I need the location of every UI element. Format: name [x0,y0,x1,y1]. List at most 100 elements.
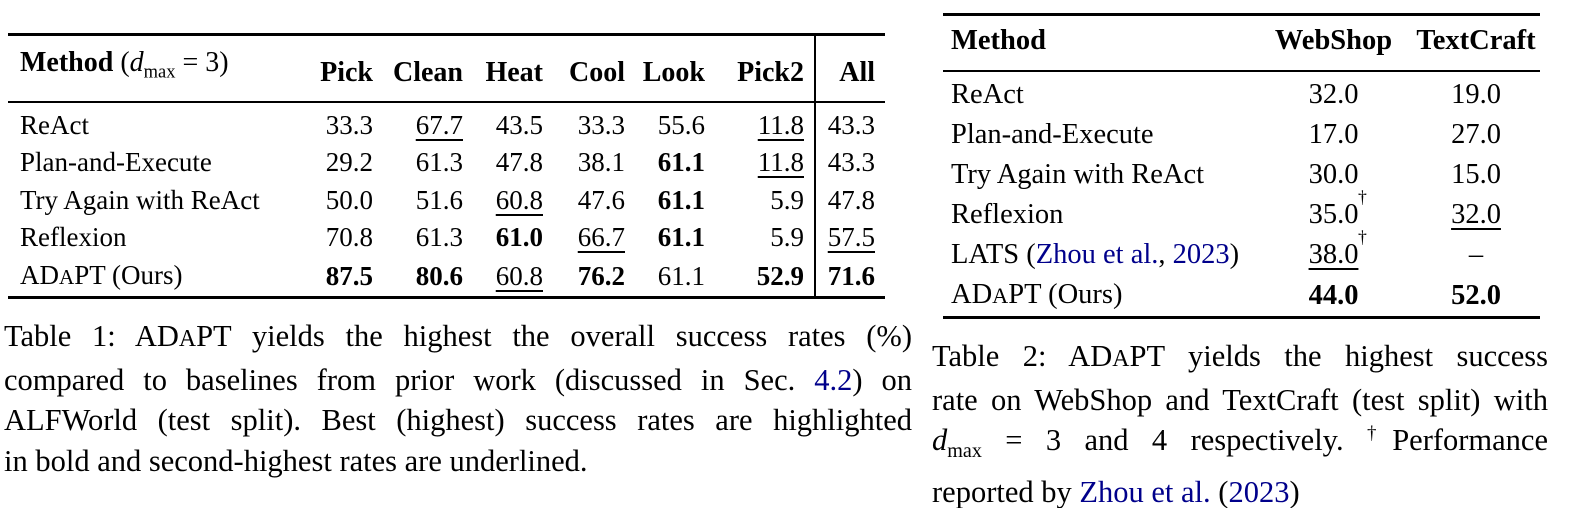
metric-cell: 5.9 [715,219,815,257]
table1-method-header: Method (dmax = 3) [8,34,300,103]
metric-cell: 60.8 [473,257,553,298]
text-run: LATS ( [951,239,1036,270]
metric-value: 87.5 [325,260,373,291]
table2-column-header: TextCraft [1412,14,1540,72]
caption-line: in bold and second-highest rates are und… [4,441,912,482]
text-run: Plan-and-Execute [951,119,1154,150]
table1-column-header: Pick2 [715,34,815,103]
metric-cell: 57.5 [814,219,885,257]
metric-cell: 19.0 [1412,71,1540,115]
metric-cell: 30.0 [1255,155,1412,195]
text-run: ( [1210,474,1229,508]
adapt-wordmark: ADAPT [20,259,106,290]
metric-value: 47.8 [495,147,543,178]
metric-value: 11.8 [757,147,804,178]
metric-cell: 43.3 [814,101,885,145]
text-run: ) [1229,239,1240,270]
table1-row: Try Again with ReAct 50.0 51.6 60.8 47.6 61.1… [8,181,885,220]
metric-cell: 32.0 [1255,71,1412,115]
metric-value: 52.9 [756,260,804,291]
metric-cell: 71.6 [814,256,885,298]
table1-row: ReAct 33.3 67.7 43.5 33.3 55.6 11.8 43.3 [8,101,885,145]
metric-cell: 44.0 [1255,275,1412,318]
metric-value: 17.0 [1308,119,1359,150]
citation-link[interactable]: 2023 [1228,474,1290,508]
metric-value: 44.0 [1308,279,1359,311]
table1-row: Plan-and-Execute 29.2 61.3 47.8 38.1 61.1 11.8… [8,144,885,182]
table2-row: Try Again with ReAct 30.0 15.0 [943,155,1540,195]
adapt-wordmark: ADAPT [951,279,1041,310]
table2-webshop-textcraft-results: Method WebShop TextCraft ReAct 32.0 19.0 Pla… [943,13,1540,319]
method-cell: LATS (Zhou et al., 2023) [943,235,1255,275]
table2-row: LATS (Zhou et al., 2023) 38.0 † – [943,226,1540,275]
dagger-footnote-mark: † [1357,226,1367,247]
metric-value: 61.0 [495,222,543,253]
table1-column-header: Look [635,34,715,103]
caption-line: Table 2: ADAPT yields the highest succes… [932,336,1548,380]
citation-link[interactable]: 4.2 [814,362,853,397]
table1-column-header: All [814,34,885,103]
table1-column-header: Clean [383,34,473,103]
metric-value: – [1468,239,1484,270]
metric-value: 47.6 [577,184,625,215]
citation-link[interactable]: 2023 [1172,239,1230,270]
metric-cell: 52.0 [1412,275,1540,318]
text-run: Reflexion [20,222,127,253]
text-run: in bold and second-highest rates are und… [4,443,588,478]
caption-line: rate on WebShop and TextCraft (test spli… [932,380,1548,421]
metric-cell: 87.5 [300,257,383,298]
metric-cell: 15.0 [1412,155,1540,195]
method-cell: ReAct [8,102,300,145]
metric-value: 66.7 [577,222,625,253]
text-run: = 3 and 4 respectively. [981,423,1367,457]
table1-header-row: Method (dmax = 3) Pick Clean Heat Cool Look P… [8,34,885,103]
metric-cell: 61.1 [635,144,715,182]
citation-link[interactable]: Zhou et al. [1079,474,1211,508]
table2-row: Plan-and-Execute 17.0 27.0 [943,115,1540,155]
metric-value: 38.0 † [1308,226,1367,270]
method-cell: ADAPT (Ours) [943,275,1255,318]
metric-value: 19.0 [1451,79,1501,110]
metric-value: 60.8 [495,184,543,215]
metric-value: 51.6 [415,184,463,215]
metric-cell: 66.7 [553,219,635,257]
caption-line: ALFWorld (test split). Best (highest) su… [4,400,912,441]
adapt-wordmark: ADAPT [134,319,232,353]
metric-cell: 61.0 [473,219,553,257]
metric-cell: 5.9 [715,182,815,220]
metric-value: 57.5 [827,222,875,253]
metric-value: 32.0 [1308,79,1359,110]
metric-value: 76.2 [577,260,625,291]
text-run: compared to baselines from prior work (d… [4,362,815,397]
metric-value: 11.8 [757,109,804,140]
metric-cell: 61.3 [383,219,473,257]
adapt-wordmark: ADAPT [1068,339,1165,373]
dagger-footnote-mark: † [1366,422,1393,444]
metric-cell: 61.1 [635,182,715,220]
metric-value: 71.6 [827,260,875,291]
text-run: Reflexion [951,199,1064,230]
text-run: , [1158,239,1173,270]
metric-cell: 61.1 [635,257,715,298]
metric-cell: 17.0 [1255,115,1412,155]
table1-column-header: Heat [473,34,553,103]
metric-cell: 67.7 [383,102,473,145]
metric-value: 61.1 [657,184,705,215]
text-run: Method [20,47,114,78]
dmax-math: dmax [932,423,982,463]
metric-cell: 70.8 [300,219,383,257]
text-run: ( [113,47,130,78]
metric-cell: 47.6 [553,182,635,220]
metric-cell: – [1412,235,1540,275]
metric-cell: 52.9 [715,257,815,298]
metric-value: 70.8 [325,222,373,253]
metric-cell: 51.6 [383,182,473,220]
text-run: ) on [852,362,912,397]
metric-value: 30.0 [1308,159,1359,190]
text-run: yields the highest success [1164,339,1548,373]
text-run: ALFWorld (test split). Best (highest) su… [4,403,912,437]
text-run: ReAct [20,109,89,140]
metric-value: 67.7 [415,109,463,140]
citation-link[interactable]: Zhou et al. [1035,239,1159,270]
